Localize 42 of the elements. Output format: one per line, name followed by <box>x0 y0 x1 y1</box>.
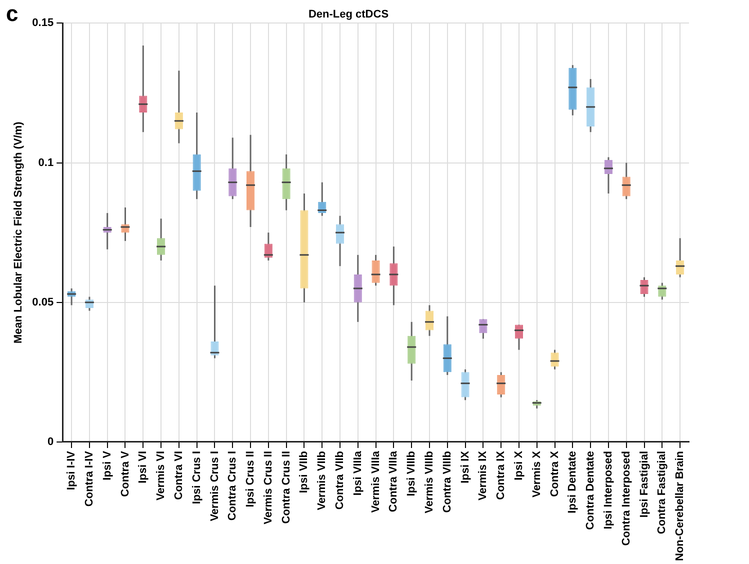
text: c <box>6 1 18 26</box>
y-tick-label: 0 <box>47 436 54 448</box>
x-tick-label: Contra Fastigial <box>656 450 668 534</box>
x-tick-label: Vermis VIIIa <box>370 450 382 513</box>
x-tick-label: Contra Dentate <box>584 450 597 530</box>
x-tick-label: Vermis Crus II <box>262 450 274 524</box>
y-tick-label: 0.15 <box>32 17 54 30</box>
x-tick-label: Contra VIIIa <box>388 450 400 512</box>
x-tick-label: Contra Interposed <box>620 450 632 546</box>
x-tick-label: Contra VI <box>172 450 185 500</box>
x-tick-label: Contra Crus I <box>226 450 239 521</box>
x-tick-label: Ipsi VIIIb <box>406 450 418 496</box>
x-tick-label: Contra I-IV <box>83 450 96 507</box>
x-tick-label: Contra V <box>119 450 132 497</box>
x-tick-label: Ipsi X <box>513 450 526 480</box>
y-tick-label: 0.1 <box>38 156 54 169</box>
x-tick-label: Contra VIIb <box>334 450 346 510</box>
x-tick-label: Vermis IX <box>477 450 490 501</box>
y-tick-label: 0.05 <box>32 296 54 308</box>
x-tick-label: Ipsi Interposed <box>602 450 614 530</box>
x-tick-label: Contra IX <box>495 450 508 500</box>
x-tick-label: Ipsi VIIb <box>298 450 310 494</box>
x-tick-label: Ipsi Fastigial <box>638 450 650 518</box>
x-tick-label: Ipsi Dentate <box>566 450 579 514</box>
x-tick-label: Contra VIIIb <box>441 450 454 513</box>
y-axis-title: Mean Lobular Electric Field Strength (V/m) <box>12 121 25 344</box>
x-tick-label: Vermis VIIb <box>316 450 328 510</box>
x-tick-label: Contra Crus II <box>280 450 292 524</box>
x-tick-label: Ipsi IX <box>459 450 472 484</box>
x-tick-label: Ipsi Crus II <box>244 450 257 508</box>
x-tick-label: Vermis VIIIb <box>424 450 436 514</box>
x-tick-label: Contra X <box>548 450 561 497</box>
x-tick-label: Vermis Crus I <box>208 450 221 522</box>
x-tick-label: Vermis VI <box>155 450 168 501</box>
chart-title: Den-Leg ctDCS <box>308 8 389 21</box>
x-tick-label: Ipsi Crus I <box>190 450 203 504</box>
x-tick-label: Ipsi I-IV <box>66 450 78 490</box>
x-tick-label: Ipsi VIIIa <box>352 450 364 496</box>
x-tick-label: Vermis X <box>530 450 543 498</box>
x-tick-label: Ipsi V <box>101 450 114 480</box>
x-tick-label: Non-Cerebellar Brain <box>674 450 686 562</box>
x-tick-label: Ipsi VI <box>137 450 150 484</box>
